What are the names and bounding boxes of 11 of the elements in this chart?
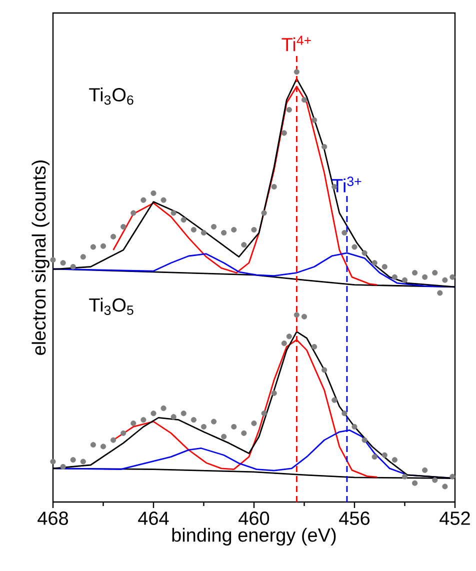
ref-line-label: Ti$^{4+}$	[282, 36, 311, 52]
x-tick-label: 464	[138, 512, 169, 525]
x-tick-label: 452	[440, 512, 470, 525]
y-axis-title: electron signal (counts)	[32, 160, 50, 355]
x-tick-label: 468	[38, 512, 68, 525]
x-tick-label: 460	[238, 512, 270, 525]
x-axis-title: binding energy (eV)	[172, 528, 336, 546]
ref-line-label: Ti$^{3+}$	[332, 176, 362, 192]
annotation: Ti$_{3}$O$_{6}$	[89, 88, 134, 105]
x-tick-label: 456	[339, 512, 370, 525]
annotation: Ti$_{3}$O$_{5}$	[89, 298, 134, 316]
